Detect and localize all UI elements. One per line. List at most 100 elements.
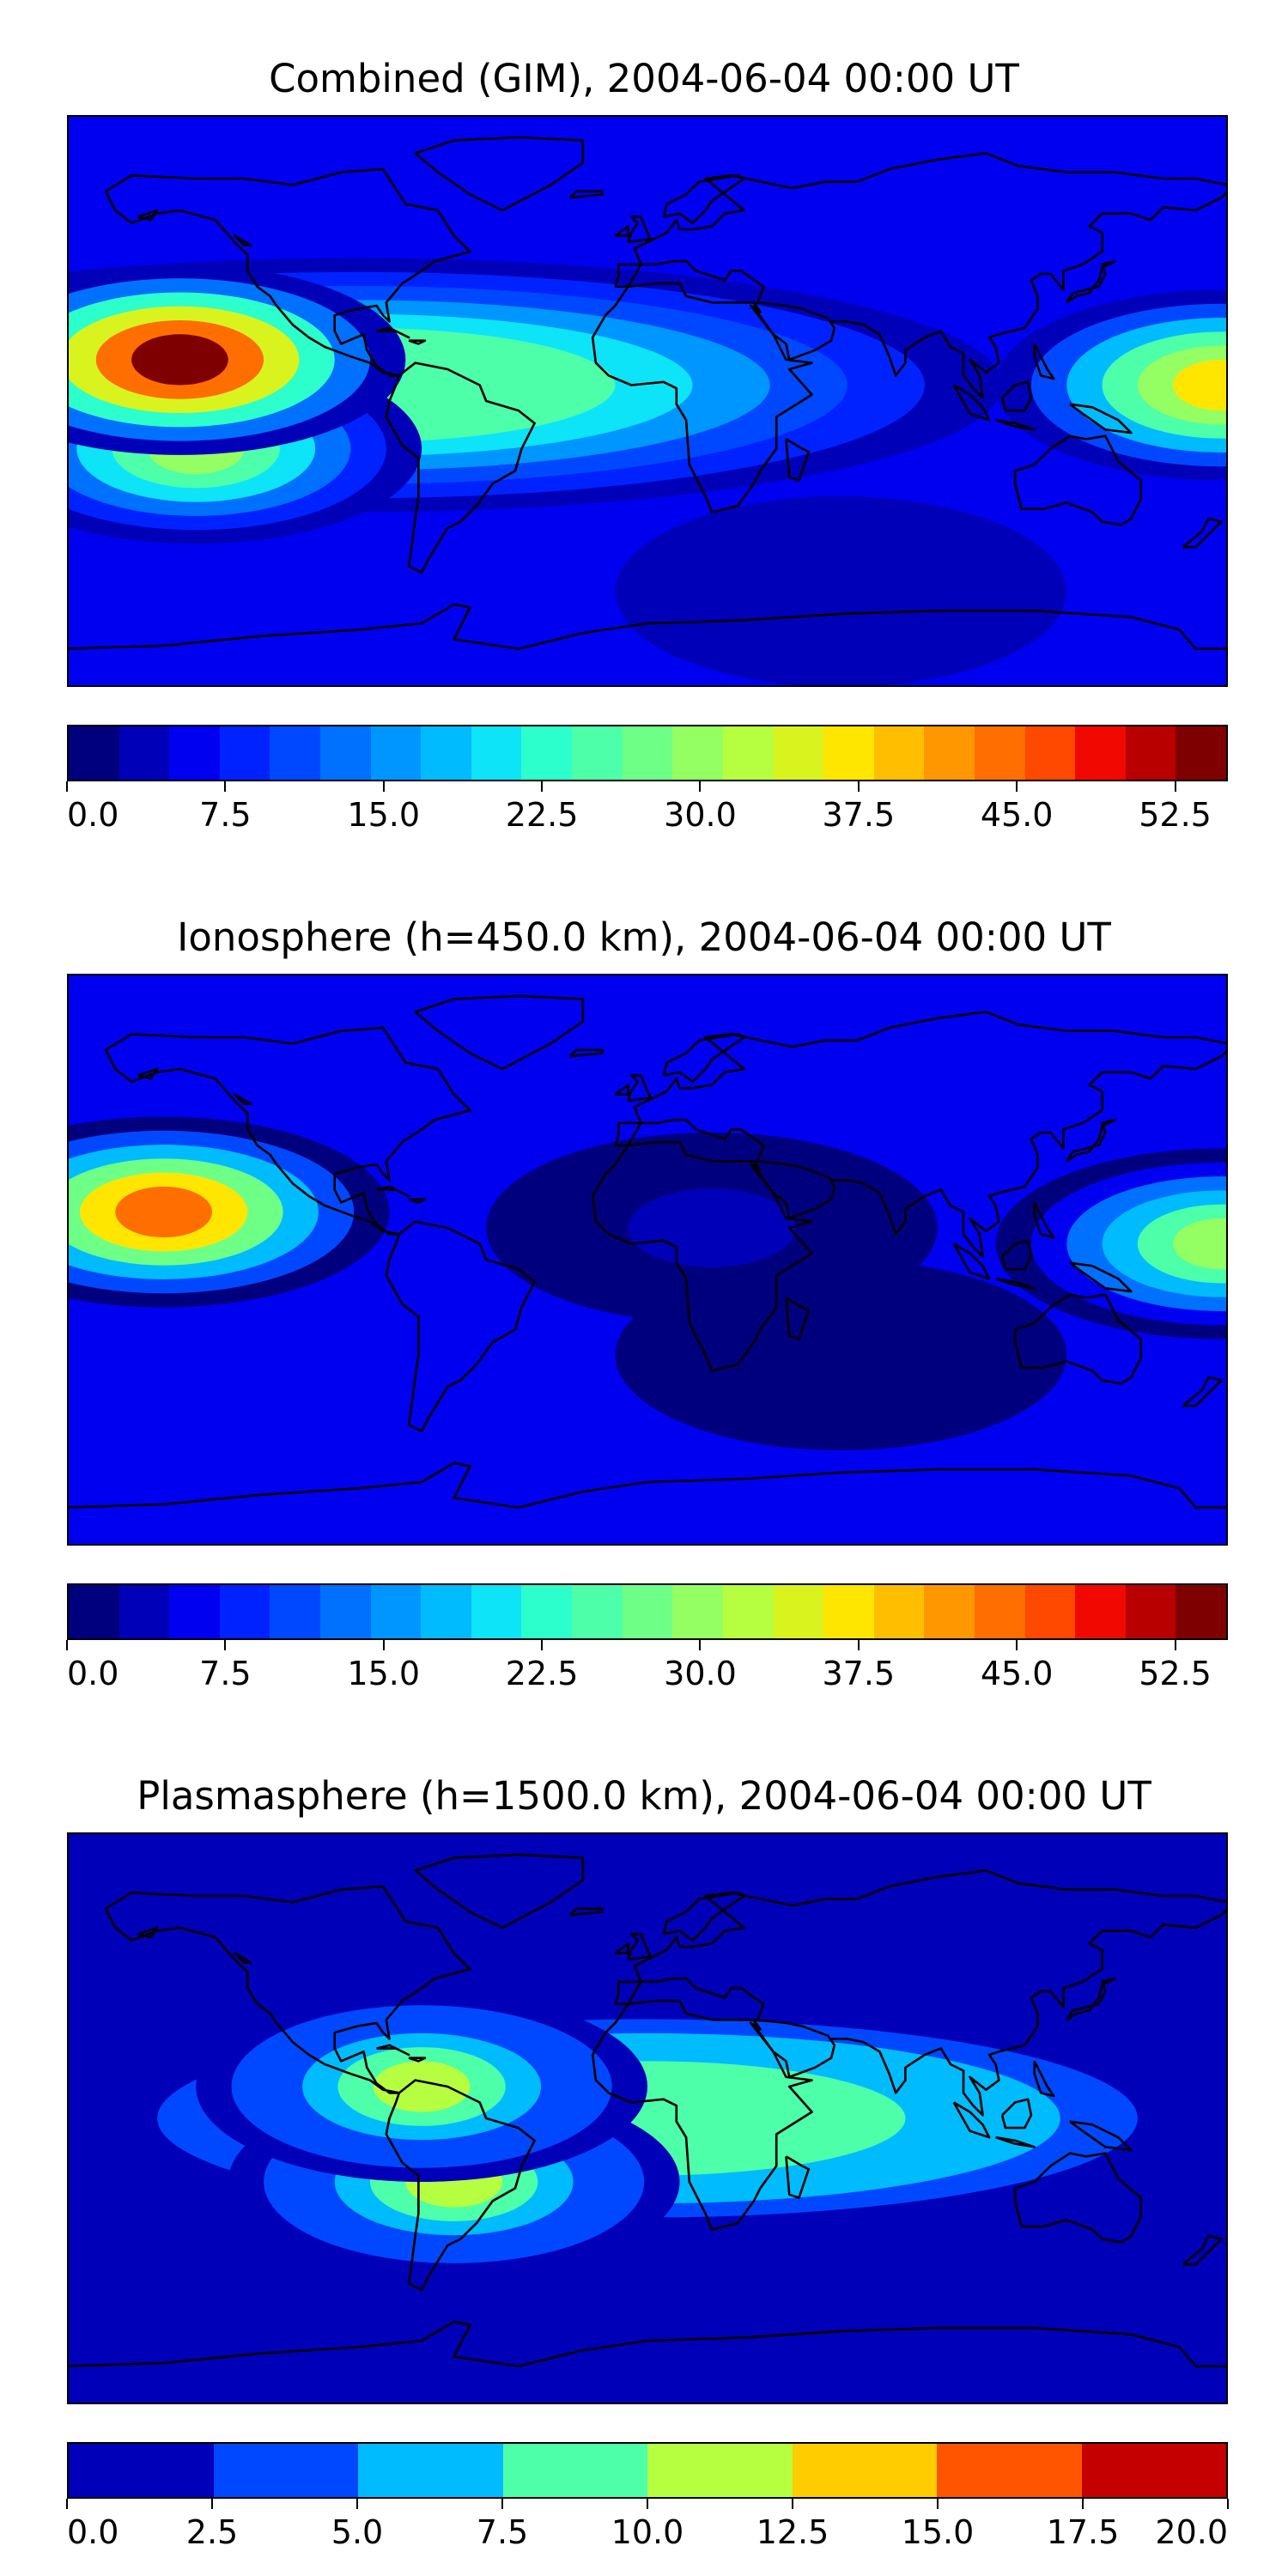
colorbar-swatch — [622, 726, 673, 780]
coastline-12 — [1066, 1977, 1116, 2021]
colorbar-tick-mark — [541, 1640, 544, 1650]
colorbar-tick-mark — [211, 2499, 213, 2509]
coastline-23 — [233, 1093, 252, 1105]
colorbar-swatch — [1081, 2444, 1226, 2497]
coastline-3 — [614, 263, 642, 289]
colorbar-tick-label: 15.0 — [901, 2513, 975, 2551]
colorbar-tick-mark — [1016, 1640, 1018, 1650]
colorbar-swatch — [1024, 726, 1076, 780]
map-title-combined: Combined (GIM), 2004-06-04 00:00 UT — [269, 56, 1019, 101]
coastline-10 — [614, 1084, 629, 1096]
colorbar-tick-label: 37.5 — [822, 796, 896, 834]
coastline-21 — [67, 1461, 1228, 1509]
colorbar-tick-mark — [66, 781, 68, 792]
colorbar-tick-label: 45.0 — [980, 796, 1054, 834]
colorbar-combined — [67, 725, 1228, 781]
colorbar-tick-mark — [501, 2499, 503, 2509]
coastline-8 — [662, 174, 745, 225]
coastline-11 — [568, 1048, 604, 1058]
colorbar-tick-mark — [66, 1640, 68, 1650]
coastline-13 — [1013, 434, 1142, 526]
colorbar-tick-mark — [1174, 1640, 1176, 1650]
contour-west-pacific-high-5 — [1173, 359, 1228, 411]
colorbar-tick-mark — [857, 781, 860, 792]
colorbar-swatch — [502, 2444, 647, 2497]
colorbar-swatch — [1024, 1585, 1076, 1638]
map-title-ionosphere: Ionosphere (h=450.0 km), 2004-06-04 00:0… — [177, 914, 1111, 960]
coastline-24 — [376, 326, 410, 339]
colorbar-tick-label: 45.0 — [980, 1655, 1054, 1692]
contour-west-pacific-high-5 — [1173, 1218, 1228, 1270]
colorbar-tick-mark — [541, 781, 544, 792]
colorbar-tick-mark — [224, 1640, 227, 1650]
coastline-4 — [591, 282, 813, 513]
colorbar-swatch — [937, 2444, 1082, 2497]
coastline-19 — [785, 1297, 811, 1340]
colorbar-swatch — [1075, 726, 1126, 780]
coastline-20 — [1182, 517, 1223, 549]
colorbar-swatch — [69, 2444, 214, 2497]
colorbar-tick-mark — [224, 781, 227, 792]
colorbar-swatch — [421, 1585, 471, 1638]
coastline-7 — [633, 152, 1228, 265]
colorbar-tick-mark — [792, 2499, 793, 2509]
colorbar-swatch — [672, 1585, 723, 1638]
coastline-9 — [627, 216, 653, 244]
tec-map-plasmasphere — [67, 1832, 1228, 2404]
coastline-0 — [104, 167, 471, 377]
coastline-17 — [1069, 2120, 1133, 2152]
colorbar-swatch — [169, 726, 220, 780]
coastline-12 — [1066, 259, 1116, 304]
coastline-17 — [1069, 1261, 1133, 1293]
coastline-13 — [1013, 1293, 1142, 1385]
coastline-5 — [641, 259, 836, 361]
colorbar-swatch — [358, 2444, 503, 2497]
contour-caribbean-spot-5 — [373, 2061, 471, 2112]
contour-pacific-maximum-5 — [131, 334, 228, 386]
contour-pacific-maximum-5 — [115, 1186, 212, 1238]
coastline-20 — [1182, 2234, 1223, 2266]
coastline-7 — [633, 1011, 1228, 1124]
contour-africa-low-5 — [663, 1202, 761, 1254]
colorbar-tick-mark — [647, 2499, 648, 2509]
colorbar-swatch — [118, 726, 170, 780]
colorbar-swatch — [118, 1585, 170, 1638]
colorbar-tick-label: 12.5 — [756, 2513, 829, 2551]
colorbar-tick-mark — [1227, 2499, 1229, 2509]
colorbar-swatch — [572, 1585, 623, 1638]
coastline-10 — [614, 1942, 629, 1954]
coastline-20 — [1182, 1376, 1223, 1407]
coastline-9 — [627, 1933, 653, 1961]
coastline-19 — [785, 438, 811, 482]
coastline-18 — [1033, 1201, 1055, 1239]
colorbar-swatch — [1075, 1585, 1126, 1638]
coastline-5 — [641, 1118, 836, 1220]
colorbar-swatch — [421, 726, 471, 780]
colorbar-swatch — [722, 1585, 774, 1638]
coastline-11 — [568, 1907, 604, 1917]
coastline-22 — [137, 209, 159, 222]
colorbar-tick-mark — [857, 1640, 860, 1650]
coastline-9 — [627, 1074, 653, 1103]
coastline-8 — [662, 1033, 745, 1084]
colorbar-tick-label: 7.5 — [476, 2513, 529, 2551]
colorbar-swatch — [521, 1585, 573, 1638]
colorbar-tick-mark — [699, 781, 702, 792]
colorbar-tick-label: 22.5 — [505, 1655, 579, 1692]
coastline-16 — [1000, 2098, 1033, 2129]
colorbar-swatch — [974, 1585, 1025, 1638]
coastline-22 — [137, 1926, 159, 1939]
coastline-2 — [414, 136, 585, 212]
colorbar-swatch — [773, 726, 824, 780]
coastline-21 — [67, 603, 1228, 650]
tec-map-ionosphere — [67, 974, 1228, 1546]
coastline-12 — [1066, 1118, 1116, 1163]
colorbar-tick-label: 15.0 — [347, 1655, 421, 1692]
coastline-1 — [385, 1220, 536, 1433]
coastline-7 — [633, 1869, 1228, 1983]
coastline-24 — [376, 2044, 410, 2057]
colorbar-swatch — [471, 726, 522, 780]
coastline-19 — [785, 2155, 811, 2199]
coastline-16 — [1000, 1239, 1033, 1271]
tec-map-combined — [67, 115, 1228, 687]
